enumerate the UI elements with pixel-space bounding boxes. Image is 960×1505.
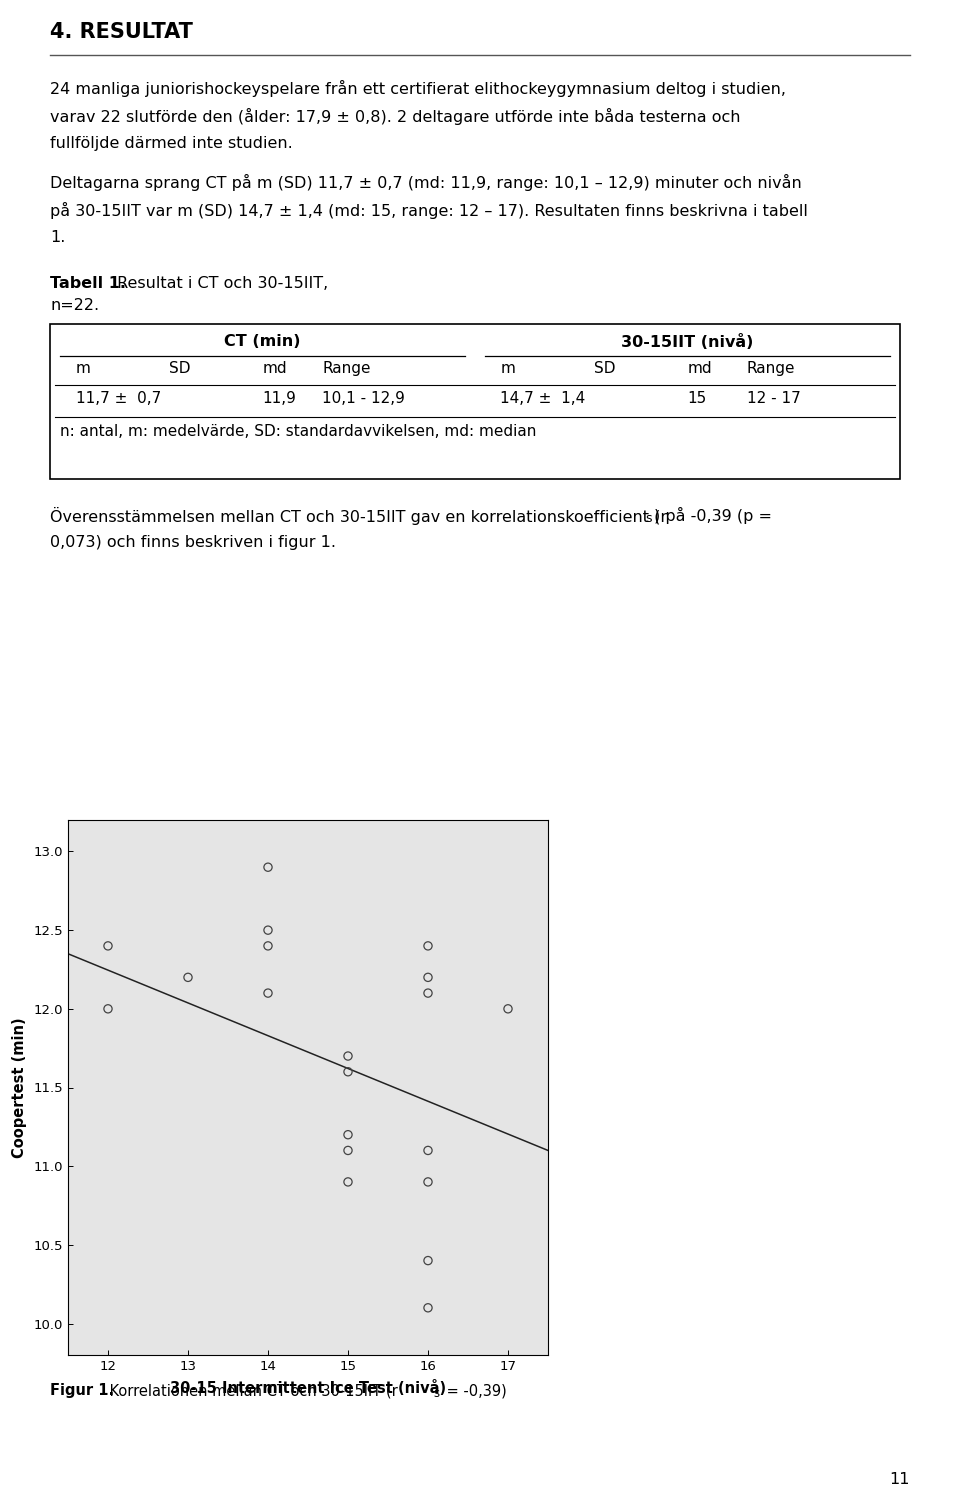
Text: 4. RESULTAT: 4. RESULTAT: [50, 23, 193, 42]
Point: [260, 855, 276, 879]
Text: s: s: [433, 1388, 439, 1400]
Text: n: antal, m: medelvärde, SD: standardavvikelsen, md: median: n: antal, m: medelvärde, SD: standardavv…: [60, 424, 537, 439]
Point: [341, 1169, 356, 1193]
Point: [341, 1138, 356, 1162]
Point: [260, 933, 276, 957]
Text: Figur 1.: Figur 1.: [50, 1383, 114, 1398]
Text: 11: 11: [890, 1472, 910, 1487]
Text: 10,1 - 12,9: 10,1 - 12,9: [322, 391, 405, 406]
Text: 12 - 17: 12 - 17: [747, 391, 801, 406]
Text: 24 manliga juniorishockeyspelare från ett certifierat elithockeygymnasium deltog: 24 manliga juniorishockeyspelare från et…: [50, 80, 786, 96]
Point: [341, 1060, 356, 1084]
Y-axis label: Coopertest (min): Coopertest (min): [12, 1017, 27, 1157]
Text: fullföljde därmed inte studien.: fullföljde därmed inte studien.: [50, 135, 293, 150]
Point: [101, 933, 116, 957]
Text: 1.: 1.: [50, 230, 65, 245]
Point: [260, 918, 276, 942]
X-axis label: 30-15 Intermittent Ice Test (nivå): 30-15 Intermittent Ice Test (nivå): [170, 1380, 446, 1395]
Text: Range: Range: [322, 361, 371, 376]
Text: Range: Range: [747, 361, 796, 376]
Text: 15: 15: [687, 391, 707, 406]
Text: n=22.: n=22.: [50, 298, 99, 313]
Text: 30-15IIT (nivå): 30-15IIT (nivå): [621, 334, 754, 351]
Text: Överensstämmelsen mellan CT och 30-15IIT gav en korrelationskoefficient (r: Överensstämmelsen mellan CT och 30-15IIT…: [50, 507, 667, 525]
Point: [341, 1044, 356, 1069]
Text: SD: SD: [169, 361, 190, 376]
Point: [101, 996, 116, 1020]
Text: 14,7 ±  1,4: 14,7 ± 1,4: [500, 391, 586, 406]
Text: 0,073) och finns beskriven i figur 1.: 0,073) och finns beskriven i figur 1.: [50, 534, 336, 549]
Text: Tabell 1.: Tabell 1.: [50, 275, 126, 290]
Text: Deltagarna sprang CT på m (SD) 11,7 ± 0,7 (md: 11,9, range: 10,1 – 12,9) minuter: Deltagarna sprang CT på m (SD) 11,7 ± 0,…: [50, 175, 802, 191]
Point: [500, 996, 516, 1020]
Text: 11,9: 11,9: [262, 391, 297, 406]
Text: varav 22 slutförde den (ålder: 17,9 ± 0,8). 2 deltagare utförde inte båda tester: varav 22 slutförde den (ålder: 17,9 ± 0,…: [50, 108, 740, 125]
Text: m: m: [76, 361, 90, 376]
Text: md: md: [687, 361, 712, 376]
Point: [420, 1169, 436, 1193]
Point: [341, 1123, 356, 1147]
Point: [180, 965, 196, 989]
Point: [260, 981, 276, 1005]
Point: [420, 1296, 436, 1320]
Text: Korrelationen mellan CT och 30-15IIT (r: Korrelationen mellan CT och 30-15IIT (r: [105, 1383, 397, 1398]
Point: [420, 1249, 436, 1273]
Point: [420, 981, 436, 1005]
Bar: [50, 324, 900, 479]
Text: Resultat i CT och 30-15IIT,: Resultat i CT och 30-15IIT,: [112, 275, 328, 290]
Text: = -0,39): = -0,39): [442, 1383, 507, 1398]
Point: [420, 933, 436, 957]
Text: SD: SD: [594, 361, 615, 376]
Text: md: md: [262, 361, 287, 376]
Text: ) på -0,39 (p =: ) på -0,39 (p =: [654, 507, 772, 524]
Text: CT (min): CT (min): [225, 334, 300, 349]
Text: s: s: [645, 512, 652, 525]
Text: m: m: [500, 361, 516, 376]
Point: [420, 1138, 436, 1162]
Point: [420, 965, 436, 989]
Text: på 30-15IIT var m (SD) 14,7 ± 1,4 (md: 15, range: 12 – 17). Resultaten finns bes: på 30-15IIT var m (SD) 14,7 ± 1,4 (md: 1…: [50, 202, 808, 220]
Text: 11,7 ±  0,7: 11,7 ± 0,7: [76, 391, 160, 406]
